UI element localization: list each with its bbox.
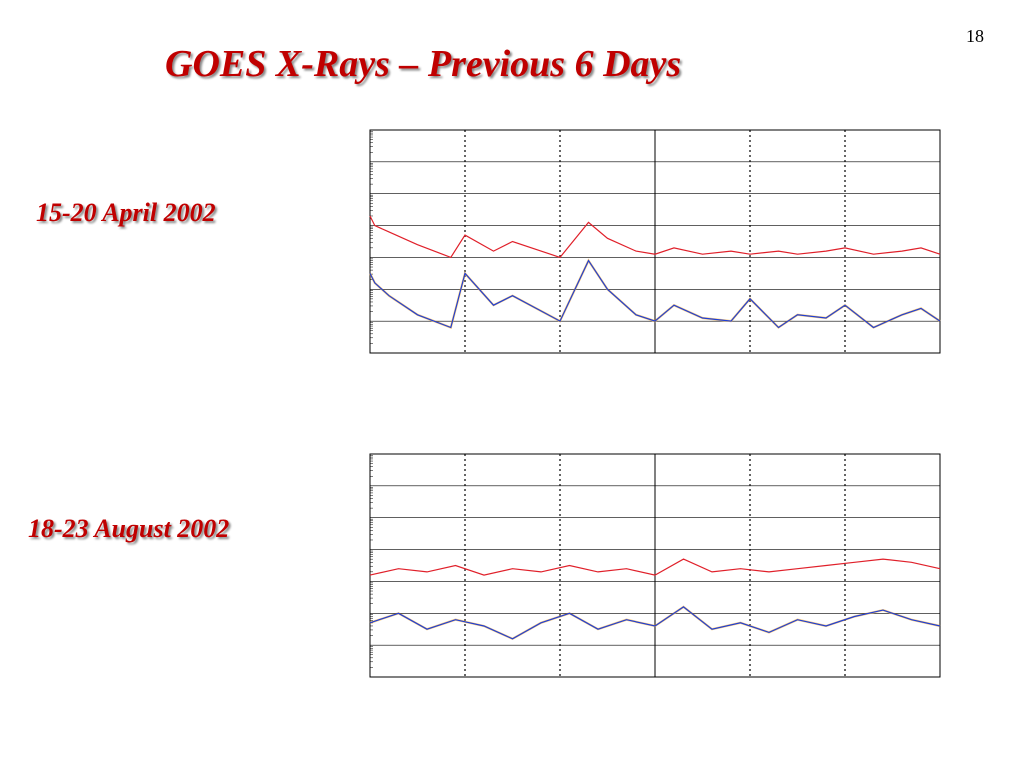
series-line-short xyxy=(369,606,941,640)
page-number: 18 xyxy=(966,26,984,46)
goes-xray-plot-august xyxy=(320,432,1000,722)
series-line-short xyxy=(369,259,941,329)
series-line-long xyxy=(369,215,941,259)
slide-title: GOES X-Rays – Previous 6 Days xyxy=(165,43,682,85)
april-panel-label: 15-20 April 2002 xyxy=(36,198,216,227)
august-panel-label: 18-23 August 2002 xyxy=(28,514,230,543)
goes-xray-plot-april xyxy=(320,108,1000,398)
xray-flux-chart xyxy=(369,129,941,354)
xray-flux-chart xyxy=(369,453,941,678)
series-line-long xyxy=(369,558,941,576)
